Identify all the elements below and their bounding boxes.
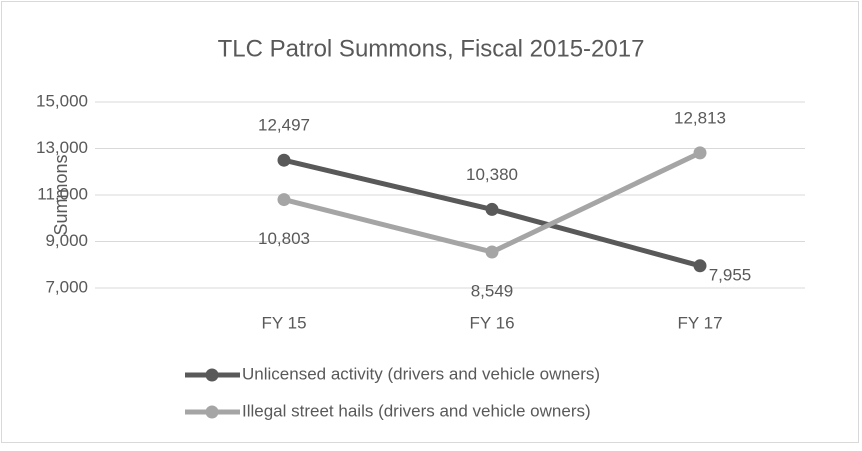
legend-marker (205, 405, 219, 419)
y-axis-label: Summons (51, 154, 71, 235)
y-tick-label: 11,000 (37, 184, 88, 203)
point (277, 193, 291, 207)
value-label: 8,549 (471, 281, 514, 300)
y-tick-label: 15,000 (36, 91, 88, 110)
value-label: 12,813 (674, 108, 726, 127)
y-tick-label: 7,000 (45, 277, 88, 296)
legend-label: Unlicensed activity (drivers and vehicle… (242, 364, 600, 383)
value-label: 10,803 (258, 229, 310, 248)
x-tick-label: FY 16 (469, 313, 514, 332)
point (277, 153, 291, 167)
value-label: 12,497 (258, 116, 310, 135)
legend-label: Illegal street hails (drivers and vehicl… (242, 401, 591, 420)
value-label: 10,380 (466, 165, 518, 184)
y-tick-label: 9,000 (45, 231, 88, 250)
y-tick-label: 13,000 (36, 138, 88, 157)
point (693, 146, 707, 160)
legend-marker (205, 368, 219, 382)
chart-title: TLC Patrol Summons, Fiscal 2015-2017 (218, 35, 645, 62)
value-label: 7,955 (709, 265, 752, 284)
x-tick-label: FY 15 (261, 313, 306, 332)
point (485, 245, 499, 259)
point (485, 202, 499, 216)
chart-border (1, 1, 859, 443)
point (693, 259, 707, 273)
x-tick-label: FY 17 (677, 313, 722, 332)
